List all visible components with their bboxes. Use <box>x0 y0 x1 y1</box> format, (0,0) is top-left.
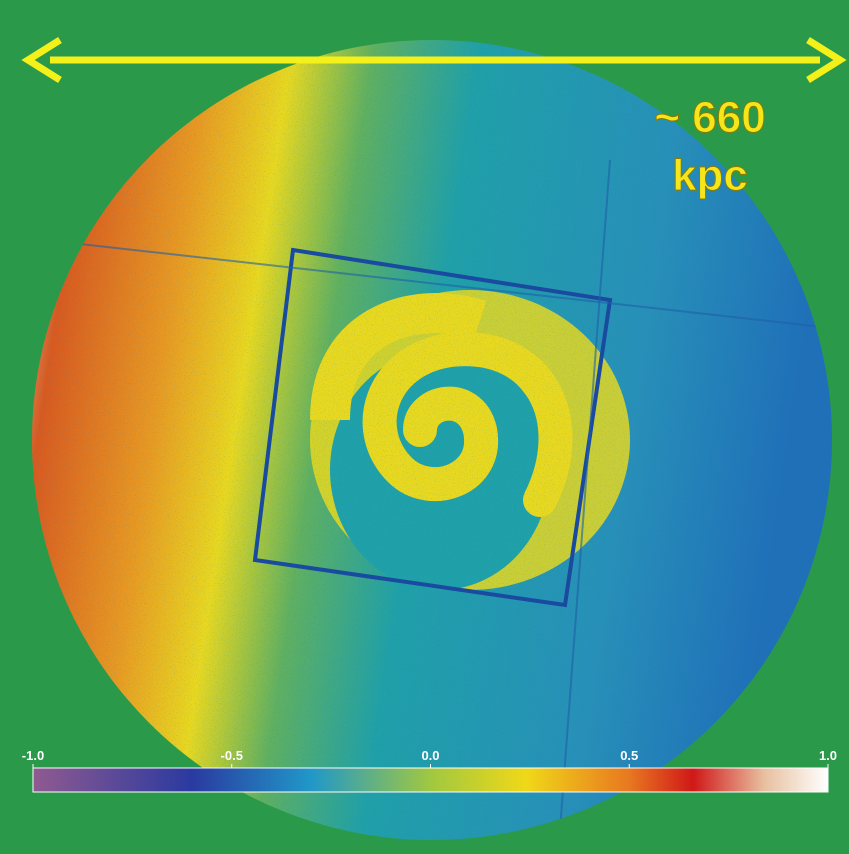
colorbar-tick-label: -0.5 <box>221 748 243 763</box>
colorbar-tick-label: 0.0 <box>421 748 439 763</box>
colorbar-tick-label: 0.5 <box>620 748 638 763</box>
colorbar-tick-label: 1.0 <box>819 748 837 763</box>
scale-label: kpc <box>672 151 748 200</box>
colorbar-tick-label: -1.0 <box>22 748 44 763</box>
scale-label: ~ 660 <box>654 93 765 142</box>
page: ~ 660 kpc -1.0-0.50.00.51.0 (() => { con… <box>0 0 849 854</box>
colorbar <box>33 768 828 792</box>
image: ~ 660 kpc -1.0 -0.5 0.0 0.5 1.0 <box>0 0 849 854</box>
